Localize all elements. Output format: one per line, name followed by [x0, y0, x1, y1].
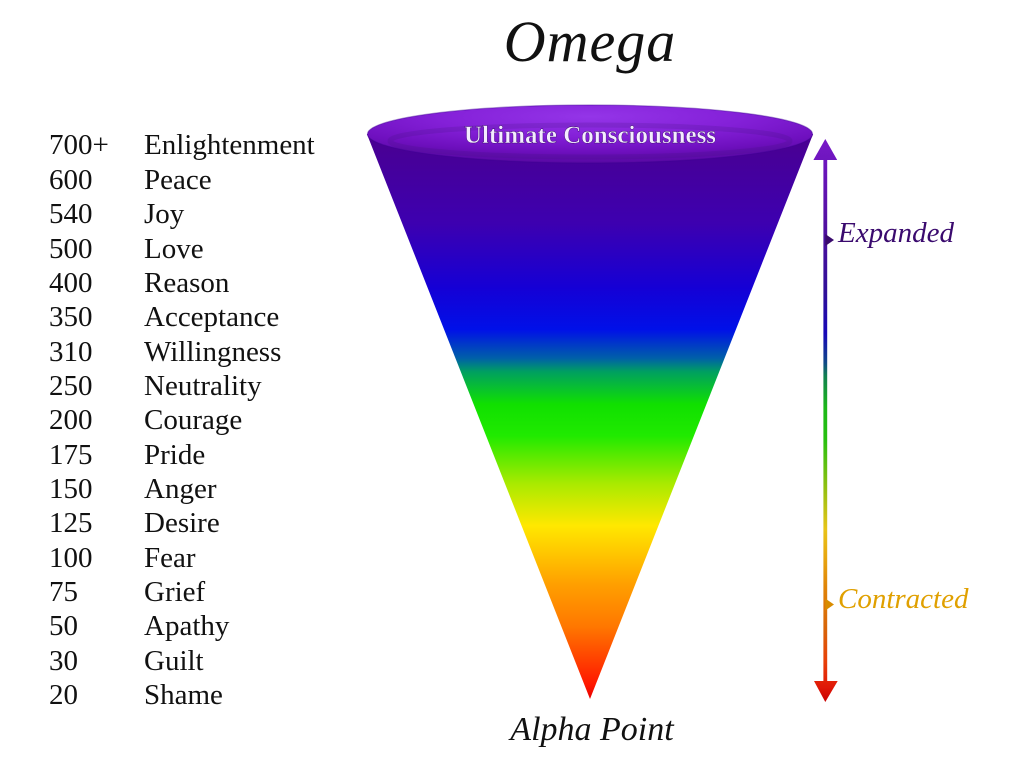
svg-text:Alpha Point: Alpha Point [508, 711, 675, 748]
svg-text:Contracted: Contracted [838, 583, 969, 615]
svg-text:Ultimate Consciousness: Ultimate Consciousness [464, 122, 716, 149]
svg-text:Expanded: Expanded [837, 217, 954, 249]
